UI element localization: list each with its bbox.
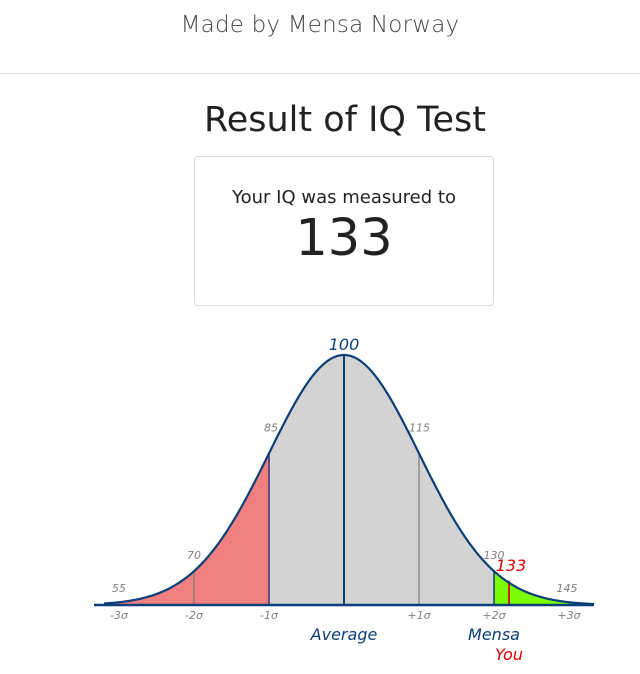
- sigma-tick-label: -3σ: [110, 609, 129, 622]
- shaded-region-1: [269, 355, 494, 605]
- you-annotation: You: [495, 645, 523, 664]
- shaded-region-0: [104, 453, 269, 605]
- you-value-label: 133: [496, 556, 527, 575]
- average-annotation: Average: [310, 625, 378, 644]
- sigma-value-label: 70: [187, 549, 201, 562]
- sigma-value-label: 115: [409, 421, 430, 434]
- shaded-region-2: [494, 571, 594, 605]
- site-header: Made by Mensa Norway: [0, 0, 640, 74]
- result-label: Your IQ was measured to: [232, 187, 456, 208]
- sigma-tick-label: +2σ: [482, 609, 506, 622]
- sigma-value-label: 55: [112, 582, 126, 595]
- page-title: Result of IQ Test: [203, 100, 487, 140]
- sigma-value-label: 145: [557, 582, 578, 595]
- sigma-tick-label: +3σ: [557, 609, 581, 622]
- sigma-value-label: 85: [264, 421, 278, 434]
- sigma-tick-label: +1σ: [407, 609, 431, 622]
- iq-distribution-chart: -3σ 55 -2σ 70 -1σ 85 +1σ 115 +2σ 130 +3σ 145 100 133 A…: [94, 335, 595, 664]
- result-card: Your IQ was measured to 133: [194, 156, 494, 306]
- header-title: Made by Mensa Norway: [180, 12, 460, 38]
- iq-score: 133: [295, 209, 393, 268]
- mean-value-label: 100: [329, 335, 360, 354]
- sigma-tick-label: -1σ: [260, 609, 279, 622]
- bell-curve: [103, 353, 595, 606]
- sigma-value-label: 130: [484, 549, 505, 562]
- mensa-annotation: Mensa: [468, 625, 520, 644]
- sigma-tick-label: -2σ: [185, 609, 204, 622]
